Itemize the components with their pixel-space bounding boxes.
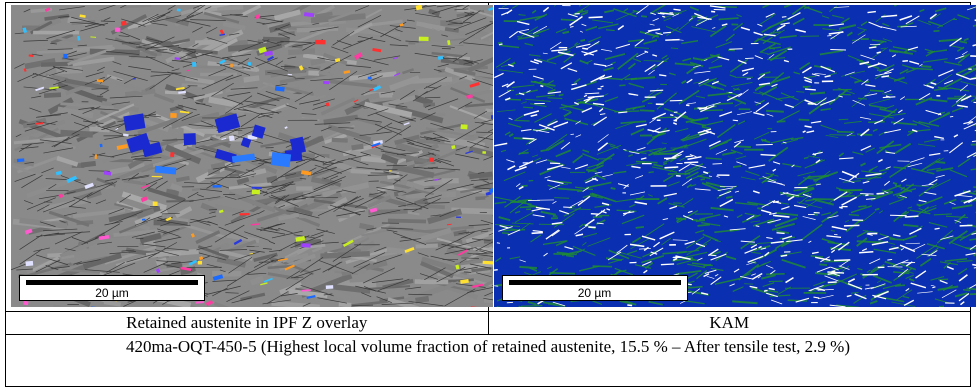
kam-scale-label: 20 µm	[577, 286, 612, 300]
kam-caption: KAM	[487, 311, 971, 335]
figure-caption: 420ma-OQT-450-5 (Highest local volume fr…	[5, 334, 971, 387]
ipf-caption: Retained austenite in IPF Z overlay	[5, 311, 489, 335]
kam-micrograph: 20 µm	[493, 5, 976, 307]
kam-texture	[493, 5, 976, 307]
ipf-image-cell: 20 µm	[5, 2, 493, 312]
ipf-micrograph: 20 µm	[11, 5, 493, 307]
ipf-scale-bar: 20 µm	[19, 275, 205, 301]
ipf-overlay-map	[11, 5, 493, 307]
kam-scale-bar-line	[508, 280, 681, 285]
ipf-scale-label: 20 µm	[95, 286, 129, 300]
kam-map	[493, 5, 976, 307]
figure-table: 20 µm 20 µm Retained austenite in IPF Z …	[5, 2, 976, 387]
kam-scale-bar: 20 µm	[501, 275, 688, 301]
kam-image-cell: 20 µm	[487, 2, 976, 312]
ipf-scale-bar-line	[26, 280, 198, 285]
